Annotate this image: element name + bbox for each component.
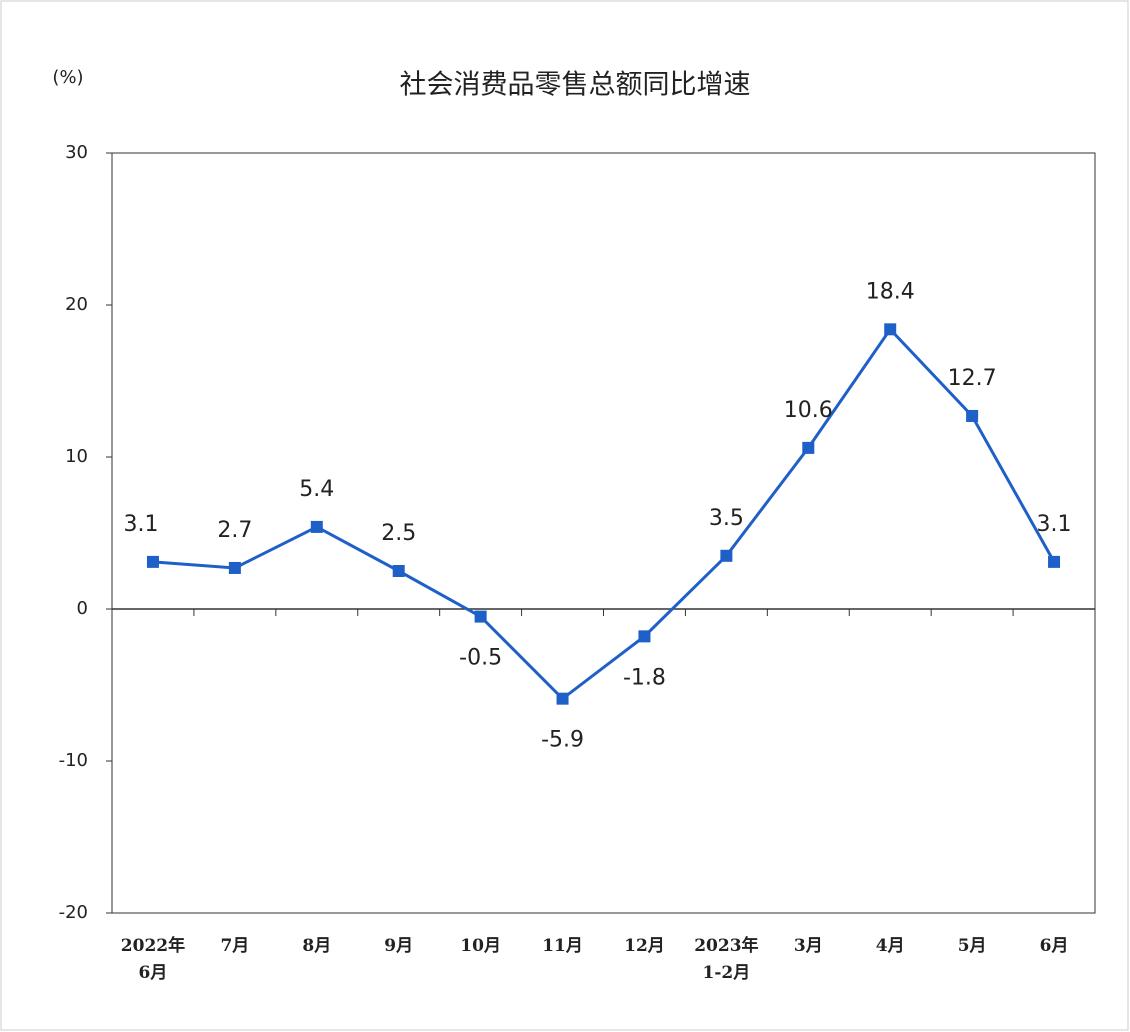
marker [884, 323, 897, 336]
y-tick-label: -10 [59, 750, 88, 771]
y-tick-label: 0 [77, 598, 88, 619]
x-tick-label: 6月 [1040, 936, 1069, 956]
y-tick-label: -20 [59, 902, 88, 923]
x-tick-label: 2023年 1-2月 [694, 935, 758, 983]
data-label: 18.4 [866, 279, 915, 304]
line [152, 326, 1056, 701]
marker [720, 549, 733, 562]
data-label: 3.1 [1037, 512, 1072, 537]
marker [228, 561, 241, 574]
marker [310, 520, 323, 533]
x-tick-label: 7月 [220, 936, 249, 956]
x-tick-label: 3月 [794, 936, 823, 956]
data-label: -1.8 [623, 665, 666, 690]
plot-frame [111, 152, 1096, 914]
x-tick-label: 9月 [384, 936, 413, 956]
data-label: 3.1 [123, 512, 158, 537]
marker [146, 555, 159, 568]
x-tick-label: 4月 [876, 936, 905, 956]
data-label: 10.6 [784, 398, 833, 423]
data-label: 3.5 [709, 506, 744, 531]
x-tick-label: 8月 [302, 936, 331, 956]
x-tick-label: 11月 [542, 936, 583, 956]
marker [474, 610, 487, 623]
marker [638, 630, 651, 643]
data-label: -5.9 [541, 728, 584, 753]
x-tick-label: 2022年 6月 [121, 935, 185, 983]
x-tick-label: 12月 [624, 936, 665, 956]
marker [556, 692, 569, 705]
marker [392, 565, 405, 577]
data-label: 2.7 [217, 518, 252, 543]
x-tick-label: 10月 [460, 936, 501, 956]
data-label: 12.7 [948, 366, 997, 391]
marker [1048, 555, 1061, 568]
marker [802, 441, 815, 454]
y-axis-label: (%) [52, 67, 83, 88]
y-tick-label: 20 [65, 294, 88, 315]
data-label: -0.5 [459, 646, 502, 671]
y-tick-label: 10 [65, 446, 88, 467]
chart-title: 社会消费品零售总额同比增速 [400, 70, 751, 101]
y-tick-label: 30 [65, 142, 88, 163]
data-label: 2.5 [381, 521, 416, 546]
x-tick-label: 5月 [958, 936, 987, 956]
marker [966, 409, 979, 422]
data-label: 5.4 [299, 477, 334, 502]
